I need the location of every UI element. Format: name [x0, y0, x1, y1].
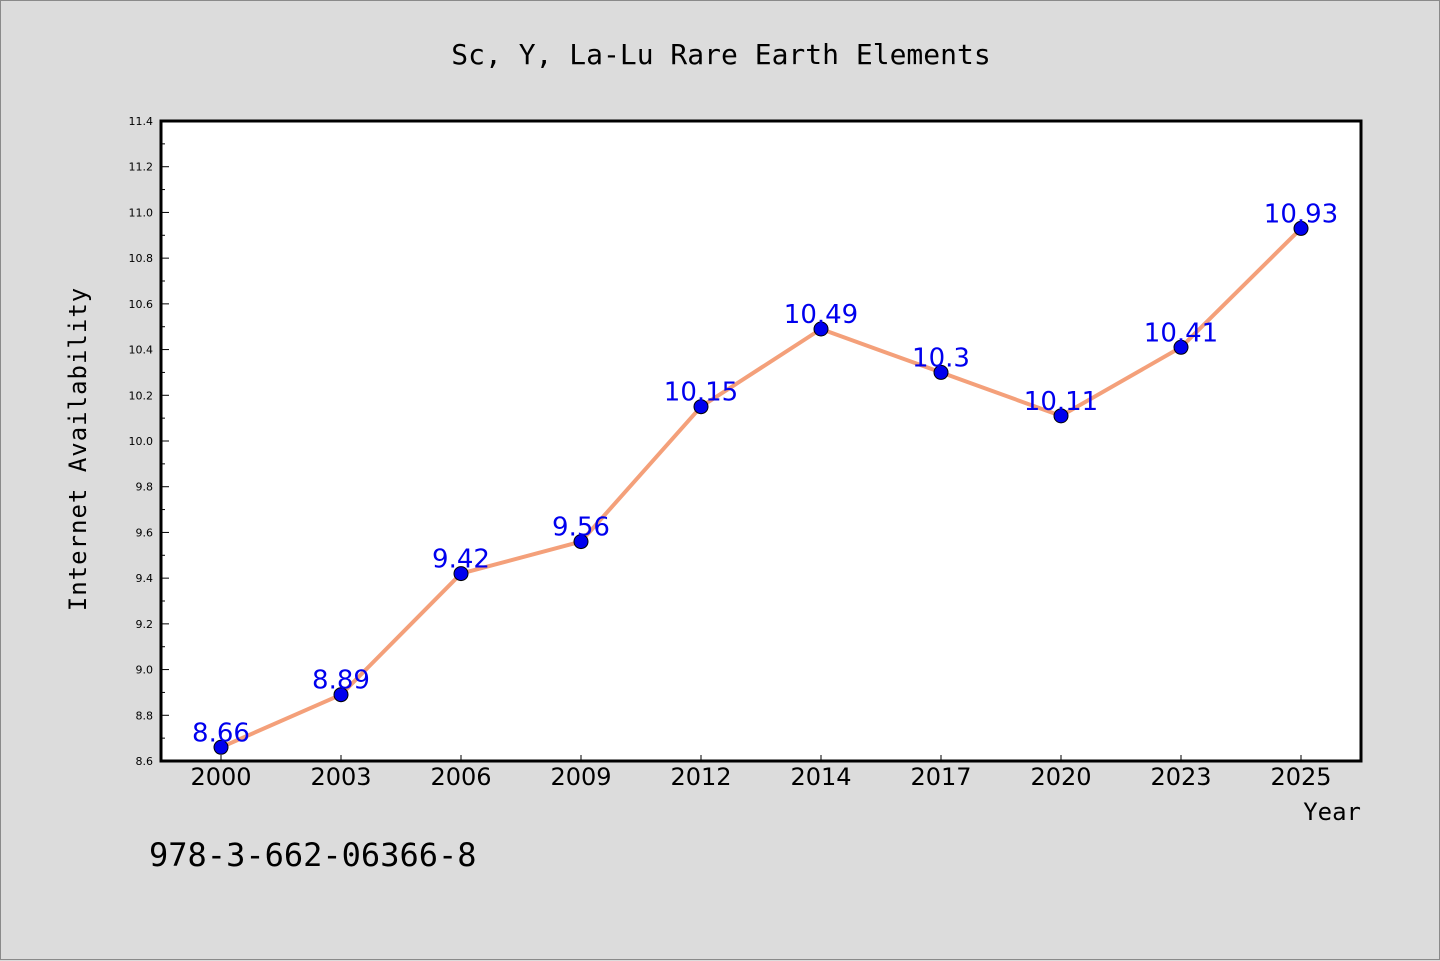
y-tick-label: 10.8	[129, 252, 154, 265]
y-tick-label: 10.4	[129, 344, 154, 357]
data-point	[933, 364, 949, 380]
data-point	[213, 739, 229, 755]
x-tick-label: 2003	[310, 763, 371, 791]
y-tick-label: 10.0	[129, 435, 154, 448]
y-tick-label: 10.6	[129, 298, 154, 311]
data-label: 10.93	[1264, 199, 1338, 229]
x-tick-label: 2012	[670, 763, 731, 791]
y-tick-label: 9.6	[136, 526, 154, 539]
y-tick-label: 11.4	[129, 115, 154, 128]
x-tick-label: 2023	[1150, 763, 1211, 791]
data-label: 8.66	[192, 718, 250, 748]
data-label: 10.11	[1024, 387, 1098, 417]
series-group: 8.66 8.89 9.42 9.56 10.15 10.49 10.3 10.11 10.41…	[192, 199, 1338, 755]
data-point	[1053, 408, 1069, 424]
y-tick-label: 9.2	[136, 618, 154, 631]
data-label: 9.42	[432, 545, 490, 575]
y-tick-label: 11.2	[129, 161, 154, 174]
y-tick-label: 11.0	[129, 206, 154, 219]
data-label: 10.49	[784, 300, 858, 330]
data-point	[813, 321, 829, 337]
y-tick-label: 9.8	[136, 481, 154, 494]
data-label: 9.56	[552, 513, 610, 543]
data-point	[453, 566, 469, 582]
data-point	[573, 534, 589, 550]
series-line	[220, 227, 1303, 750]
x-tick-label: 2014	[790, 763, 851, 791]
plot-area: 8.6 8.8 9.0 9.2 9.4 9.6 9.8 10.0 10.2 10.4 10.6 10.…	[129, 115, 1363, 791]
data-point	[333, 687, 349, 703]
x-axis-label: Year	[1303, 798, 1361, 826]
isbn-annotation: 978-3-662-06366-8	[149, 836, 477, 874]
y-tick-label: 9.0	[136, 664, 154, 677]
y-axis: 8.6 8.8 9.0 9.2 9.4 9.6 9.8 10.0 10.2 10.4 10.6 10.…	[129, 115, 169, 768]
data-point	[1293, 220, 1309, 236]
x-tick-label: 2017	[910, 763, 971, 791]
x-tick-label: 2025	[1270, 763, 1331, 791]
chart-title: Sc, Y, La-Lu Rare Earth Elements	[451, 38, 990, 71]
y-tick-label: 8.8	[136, 709, 154, 722]
data-label: 10.3	[912, 343, 970, 373]
data-point	[693, 399, 709, 415]
data-label: 10.15	[664, 378, 738, 408]
y-tick-label: 8.6	[136, 755, 154, 768]
x-tick-label: 2020	[1030, 763, 1091, 791]
data-label: 8.89	[312, 666, 370, 696]
plot-border	[159, 119, 1363, 763]
data-label: 10.41	[1144, 318, 1218, 348]
data-point	[1173, 339, 1189, 355]
y-tick-label: 9.4	[136, 572, 154, 585]
y-axis-label: Internet Availability	[64, 287, 92, 611]
x-tick-label: 2009	[550, 763, 611, 791]
x-tick-label: 2000	[190, 763, 251, 791]
plot-background	[161, 121, 1361, 761]
x-tick-label: 2006	[430, 763, 491, 791]
y-tick-label: 10.2	[129, 389, 154, 402]
x-axis: 2000 2003 2006 2009 2012 2014 2017 2020 2023 2025	[190, 755, 1332, 791]
